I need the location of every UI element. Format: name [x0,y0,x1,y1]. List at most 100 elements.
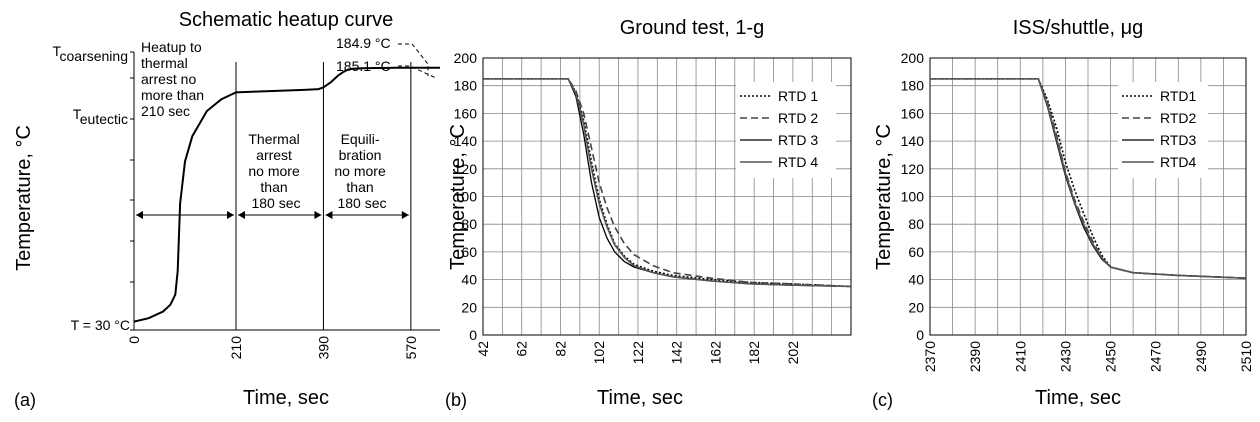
panel-a-title: Schematic heatup curve [179,9,394,31]
annotation-heatup: Heatup to thermal arrest no more than 21… [141,39,208,119]
x-tick-label: 2470 [1148,341,1164,372]
x-tick-label: 210 [228,336,244,360]
panel-b-series-layer [483,78,852,288]
y-tick-label: 160 [454,105,478,121]
panel-a-curve-layer [133,43,440,323]
x-tick-label: 2390 [967,341,983,372]
y-tick-label: 200 [901,50,925,66]
legend-label: RTD4 [1160,154,1197,170]
legend-label: RTD 1 [778,88,818,104]
y-tick-label: 100 [901,189,925,205]
plot-frame [482,57,852,336]
y-tick-label: 120 [901,161,925,177]
x-tick-label: 2410 [1012,341,1028,372]
arrowhead-right [227,211,234,219]
panel-c-title: ISS/shuttle, μg [1013,17,1143,39]
y-tick-label: 180 [901,78,925,94]
panel-b-legend: RTD 1 RTD 2 RTD 3 RTD 4 [736,82,836,178]
panel-a-x-ticks: 0 210 390 570 [126,336,419,360]
legend-label: RTD 4 [778,154,818,170]
y-tick-label: 0 [469,327,477,343]
panel-b-y-label: Temperature, °C [447,124,469,270]
y-tick-label: 0 [916,327,924,343]
y-tick-label: 20 [461,299,477,315]
arrowhead-right [314,211,322,219]
panel-a-annotations: Heatup to thermal arrest no more than 21… [141,35,391,211]
panel-b-label: (b) [445,390,467,410]
y-label-t-coarsening: Tcoarsening [53,43,129,64]
x-tick-label: 82 [552,341,568,357]
panel-c-legend: RTD1 RTD2 RTD3 RTD4 [1118,82,1208,178]
annotation-thermal-arrest: Thermal arrest no more than 180 sec [248,131,303,211]
y-tick-label: 160 [901,105,925,121]
y-tick-label: 20 [908,299,924,315]
y-tick-label: 140 [901,133,925,149]
panel-c-x-ticks: 2370 2390 2410 2430 2450 2470 2490 2510 [922,341,1254,372]
panel-a-label: (a) [14,390,36,410]
y-label-t-30: T = 30 °C [71,317,130,333]
arrowhead-left [238,211,245,219]
y-label-t-eutectic: Teutectic [73,106,128,127]
x-tick-label: 2450 [1103,341,1119,372]
y-tick-label: 80 [908,216,924,232]
panel-c-label: (c) [872,390,893,410]
y-tick-label: 200 [454,50,478,66]
y-tick-label: 140 [454,133,478,149]
panel-c-iss-shuttle: ISS/shuttle, μg 2370 2390 2410 2430 2450 2470… [872,17,1254,410]
series-line-rtd-2 [483,78,852,288]
y-tick-label: 40 [908,272,924,288]
panel-b-y-ticks: 0 20 40 60 80 100 120 140 160 180 200 [454,50,478,343]
legend-label: RTD 2 [778,110,818,126]
callout-184-9-leader [398,43,429,76]
y-tick-label: 60 [461,244,477,260]
arrowhead-left [136,211,143,219]
series-line-rtd-4 [483,78,852,288]
legend-label: RTD 3 [778,132,818,148]
panel-b-x-ticks: 42 62 82 102 122 142 162 182 202 [475,341,801,365]
panel-c-y-ticks: 0 20 40 60 80 100 120 140 160 180 200 [901,50,925,343]
panel-c-series-layer [930,78,1247,279]
panel-b-x-label: Time, sec [597,387,683,409]
annotation-equilibration: Equili- bration no more than 180 sec [334,131,389,211]
y-tick-label: 60 [908,244,924,260]
panel-a-x-label: Time, sec [243,387,329,409]
x-tick-label: 390 [315,336,331,360]
x-tick-label: 102 [591,341,607,365]
panel-c-x-label: Time, sec [1035,387,1121,409]
legend-label: RTD1 [1160,88,1197,104]
x-tick-label: 0 [126,336,142,344]
x-tick-label: 122 [630,341,646,365]
x-tick-label: 570 [403,336,419,360]
x-tick-label: 42 [475,341,491,357]
panel-a-y-label: Temperature, °C [13,125,35,271]
x-tick-label: 2430 [1057,341,1073,372]
y-tick-label: 180 [454,78,478,94]
x-tick-label: 2490 [1193,341,1209,372]
x-tick-label: 142 [669,341,685,365]
heatup-curve [133,66,440,323]
annotation-185-1: 185.1 °C [336,58,391,74]
x-tick-label: 162 [707,341,723,365]
x-tick-label: 2370 [922,341,938,372]
panel-c-grid [929,57,1247,336]
callout-185-1-leader [398,65,437,79]
panel-c-y-label: Temperature, °C [873,124,895,270]
x-tick-label: 2510 [1238,341,1254,372]
annotation-184-9: 184.9 °C [336,35,391,51]
panel-a-schematic-heatup: Schematic heatup curve 0 210 390 570 Tcoars… [13,9,440,410]
legend-label: RTD3 [1160,132,1197,148]
y-tick-label: 40 [461,272,477,288]
panel-a-plot-frame [130,51,440,331]
x-tick-label: 202 [785,341,801,365]
x-tick-label: 62 [514,341,530,357]
y-tick-label: 100 [454,189,478,205]
panel-b-ground-test: Ground test, 1-g 42 62 82 102 122 142 162 182 20… [445,17,852,410]
panel-b-title: Ground test, 1-g [620,17,765,39]
arrowhead-left [325,211,333,219]
panel-a-y-labels: Tcoarsening Teutectic T = 30 °C [53,43,131,333]
legend-label: RTD2 [1160,110,1197,126]
arrowhead-right [401,211,409,219]
series-line-rtd4 [930,78,1247,279]
x-tick-label: 182 [746,341,762,365]
